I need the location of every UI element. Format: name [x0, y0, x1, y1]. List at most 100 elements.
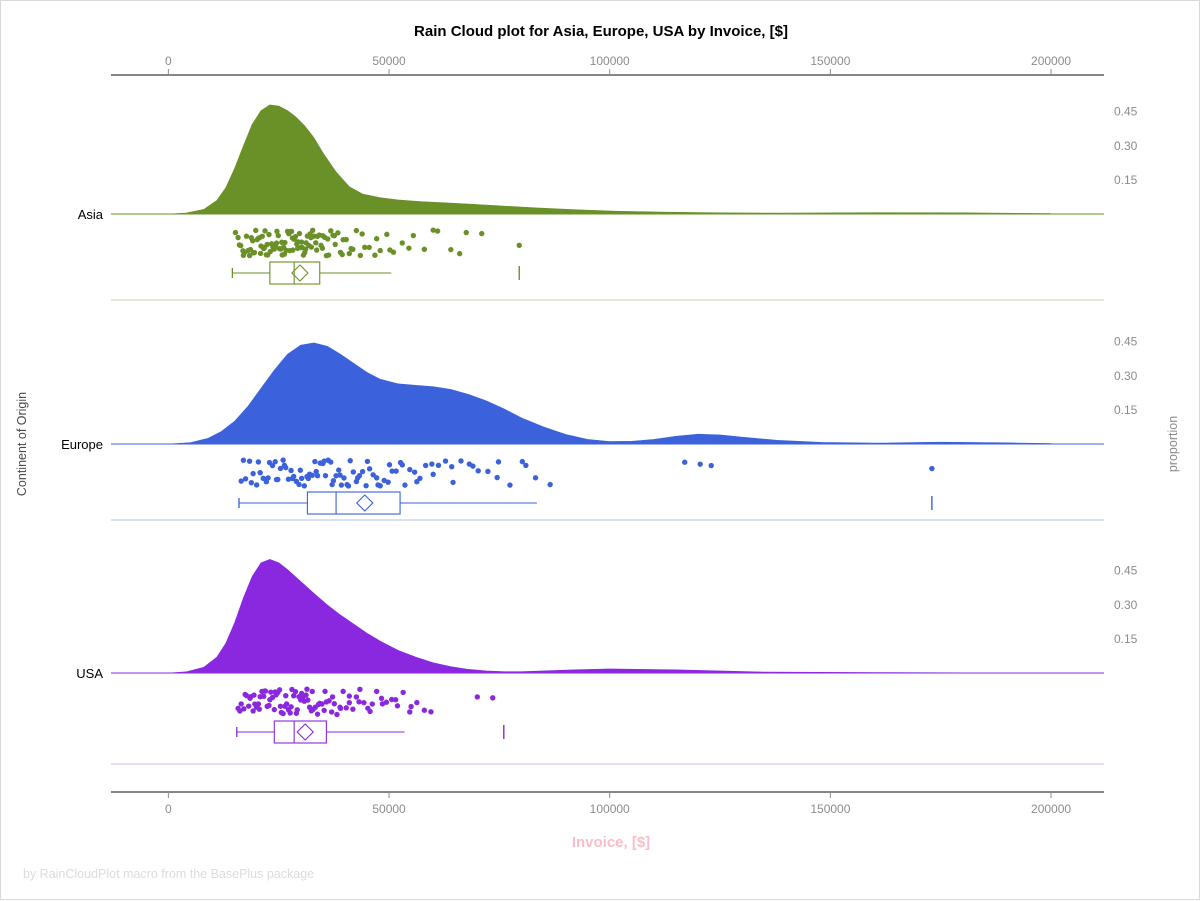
rain-point: [287, 710, 293, 716]
rain-point: [357, 252, 364, 259]
rain-point: [328, 709, 335, 715]
category-label-europe: Europe: [61, 437, 103, 452]
rain-point: [362, 244, 368, 250]
proportion-tick-label: 0.45: [1114, 564, 1138, 578]
rain-point: [361, 699, 367, 706]
rain-point: [266, 231, 272, 238]
x-axis-title: Invoice, [$]: [572, 834, 650, 851]
rain-point: [326, 698, 332, 704]
rain-point: [463, 229, 469, 236]
rain-point: [516, 242, 522, 249]
rain-point: [532, 475, 539, 481]
rain-point: [366, 466, 373, 472]
rain-point: [261, 693, 267, 700]
top-axis: 0 50000 100000 150000 200000: [111, 54, 1104, 76]
rain-point: [274, 228, 280, 235]
top-axis-tick-label: 100000: [590, 54, 630, 68]
rain-point: [246, 252, 253, 259]
rain-point: [328, 459, 334, 465]
proportion-tick-label: 0.30: [1114, 139, 1138, 153]
rain-point: [296, 230, 303, 237]
rain-point: [470, 463, 476, 469]
rain-point: [287, 247, 293, 254]
rain-point: [302, 246, 309, 252]
rain-point: [485, 468, 491, 475]
rain-point: [292, 688, 299, 695]
rain-point: [303, 692, 309, 698]
category-label-asia: Asia: [78, 207, 104, 222]
rain-point: [289, 475, 296, 482]
rain-point: [350, 469, 356, 475]
rain-point: [243, 233, 250, 239]
rain-point: [241, 706, 247, 712]
rain-point: [346, 699, 353, 706]
top-axis-tick-label: 150000: [810, 54, 850, 68]
rain-point: [697, 461, 703, 467]
proportion-tick-label: 0.15: [1114, 632, 1138, 646]
y2-axis-title: proportion: [1166, 416, 1180, 472]
proportion-tick-label: 0.45: [1114, 335, 1138, 349]
rain-point: [430, 471, 436, 478]
rain-point: [280, 457, 286, 463]
rain-point: [288, 704, 294, 710]
rain-point: [331, 233, 338, 239]
rain-point: [359, 468, 366, 475]
rain-point: [298, 690, 305, 697]
rain-point: [394, 703, 401, 709]
rain-point: [407, 466, 413, 473]
boxplot-box: [269, 261, 321, 285]
rain-point: [366, 244, 372, 251]
rain-point: [257, 250, 264, 257]
rain-point: [312, 458, 318, 465]
rain-point: [479, 230, 485, 237]
rain-point: [313, 240, 319, 246]
rain-point: [279, 239, 285, 245]
rain-point: [429, 461, 435, 467]
proportion-tick-label: 0.15: [1114, 173, 1138, 187]
rain-point: [280, 710, 286, 717]
chart-title: Rain Cloud plot for Asia, Europe, USA by…: [414, 23, 788, 40]
rain-point: [402, 482, 408, 488]
rain-point: [240, 252, 247, 259]
rain-point: [308, 244, 315, 250]
rain-points-usa: [235, 686, 496, 718]
footnote: by RainCloudPlot macro from the BasePlus…: [23, 867, 314, 881]
rain-point: [369, 701, 375, 707]
rain-point: [519, 458, 526, 465]
rain-point: [364, 458, 371, 465]
rain-point: [308, 234, 314, 241]
rain-point: [314, 711, 321, 717]
rain-point: [321, 458, 327, 464]
rain-point: [350, 706, 356, 712]
rain-point: [267, 696, 273, 703]
rain-point: [240, 457, 247, 463]
rain-point: [450, 479, 456, 486]
rain-point: [422, 462, 429, 469]
rain-points-asia: [232, 227, 522, 259]
rain-point: [246, 458, 253, 464]
rain-point: [272, 459, 278, 465]
rain-point: [338, 482, 345, 488]
rain-point: [393, 468, 399, 474]
rain-point: [313, 468, 319, 475]
rain-point: [357, 686, 363, 692]
proportion-tick-label: 0.30: [1114, 369, 1138, 383]
rain-point: [305, 475, 311, 482]
rain-point: [331, 701, 338, 707]
rain-point: [329, 481, 335, 488]
rain-point: [359, 231, 365, 237]
rain-point: [408, 703, 414, 710]
rain-point: [414, 699, 420, 706]
rain-point: [305, 697, 311, 703]
rain-point: [255, 701, 262, 707]
bottom-axis: 0 50000 100000 150000 200000: [111, 791, 1104, 816]
rain-point: [377, 247, 383, 254]
panel-europe: 0.15 0.30 0.45 Europe: [61, 335, 1138, 521]
rain-point: [384, 231, 390, 238]
rain-point: [434, 228, 441, 234]
rain-point: [261, 688, 268, 694]
rain-point: [367, 708, 373, 715]
proportion-tick-label: 0.15: [1114, 403, 1138, 417]
rain-point: [294, 245, 301, 251]
rain-point: [345, 483, 352, 489]
